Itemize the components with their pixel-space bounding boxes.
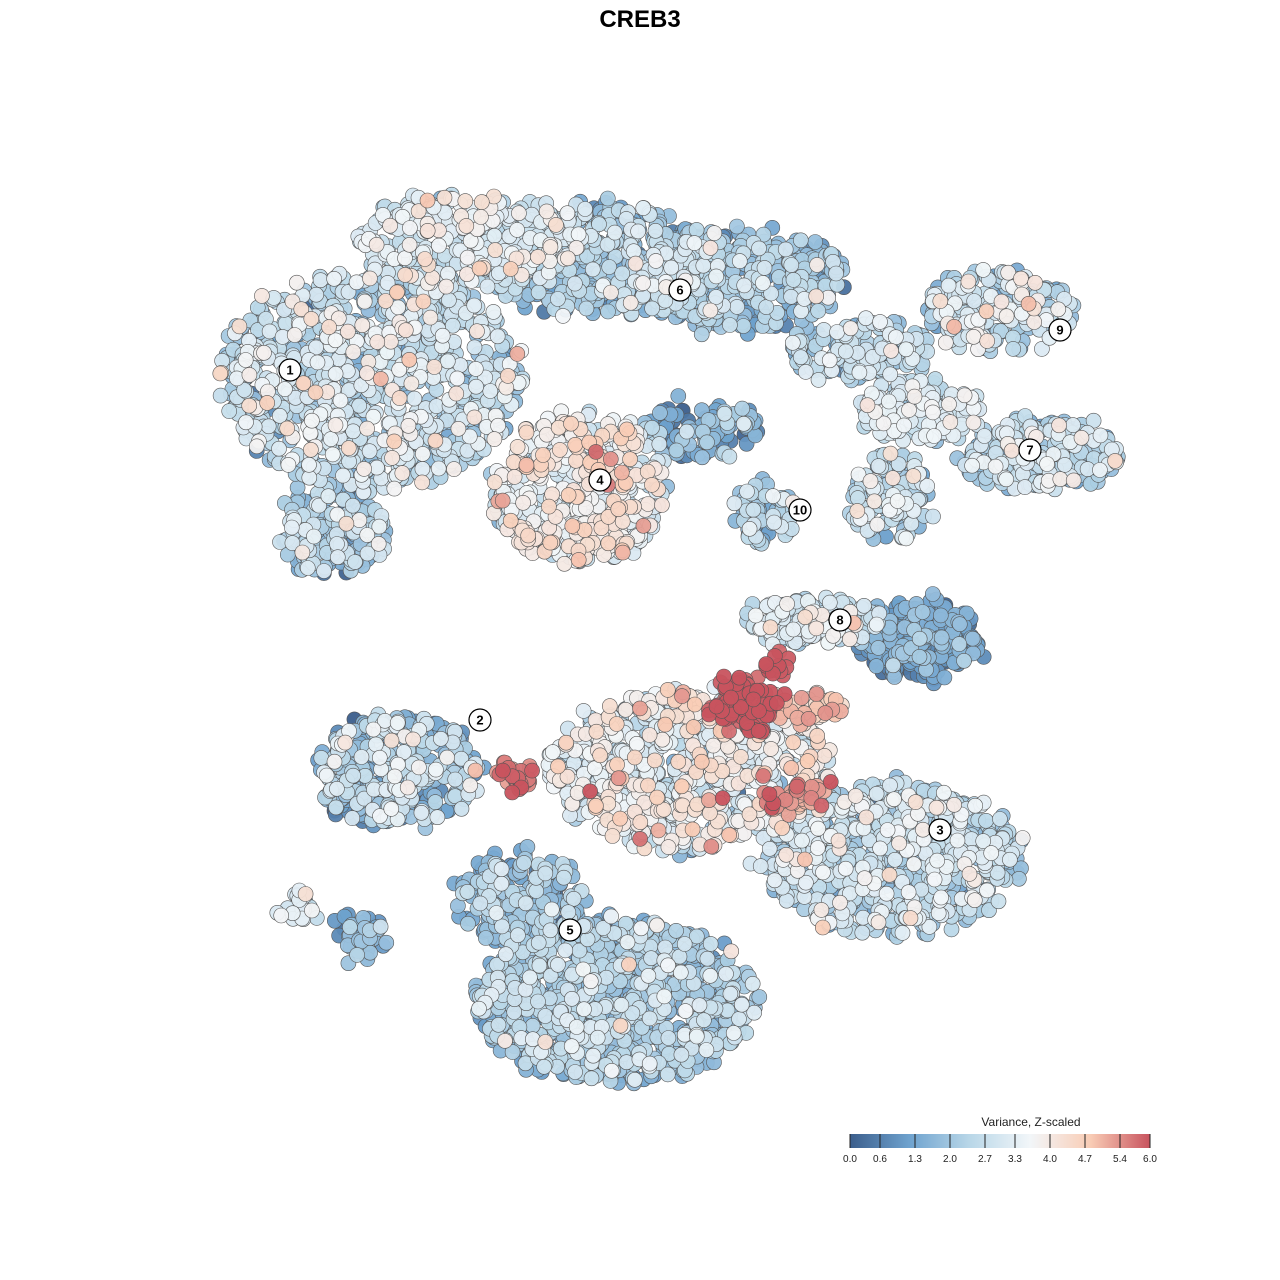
cell-point bbox=[951, 616, 968, 633]
chart-title: CREB3 bbox=[599, 6, 680, 33]
cell-point bbox=[729, 218, 745, 235]
cell-point bbox=[693, 326, 710, 343]
cell-point bbox=[694, 449, 711, 466]
cell-point bbox=[868, 658, 885, 674]
cell-point bbox=[870, 640, 887, 656]
cell-point bbox=[722, 317, 738, 333]
cell-point bbox=[578, 300, 595, 317]
cell-point bbox=[212, 387, 229, 404]
cell-point bbox=[378, 934, 395, 951]
cell-point bbox=[721, 448, 738, 465]
cell-point bbox=[885, 657, 901, 674]
cell-point bbox=[751, 989, 768, 1005]
cell-point bbox=[524, 1018, 541, 1034]
cell-point bbox=[652, 405, 668, 421]
cell-point bbox=[932, 607, 949, 624]
cell-point bbox=[807, 234, 824, 250]
cell-point bbox=[1011, 870, 1027, 887]
cell-point bbox=[328, 799, 344, 816]
cell-point bbox=[427, 794, 444, 810]
cell-point bbox=[951, 636, 968, 652]
cell-point bbox=[490, 1017, 507, 1033]
cell-point bbox=[583, 1070, 600, 1087]
cell-point bbox=[792, 232, 809, 249]
cell-point bbox=[924, 586, 941, 602]
scatter-points bbox=[212, 186, 1126, 1092]
cell-point bbox=[668, 922, 684, 939]
cell-point bbox=[477, 930, 494, 946]
cell-point bbox=[221, 403, 237, 419]
cell-point bbox=[927, 371, 944, 387]
cell-point bbox=[933, 629, 950, 646]
cell-point bbox=[699, 434, 715, 451]
cell-point bbox=[978, 812, 994, 829]
cell-point bbox=[964, 630, 981, 647]
cell-point bbox=[349, 947, 365, 963]
cell-point bbox=[956, 652, 972, 669]
cell-point bbox=[459, 883, 476, 900]
cell-point bbox=[516, 855, 532, 871]
cell-point bbox=[702, 936, 719, 952]
cell-point bbox=[734, 400, 751, 417]
cell-point bbox=[1005, 341, 1022, 357]
cell-point bbox=[460, 915, 476, 932]
cell-point bbox=[810, 303, 827, 319]
cell-point bbox=[600, 303, 616, 320]
cell-point bbox=[758, 299, 775, 315]
cell-point bbox=[911, 648, 928, 665]
cell-point bbox=[936, 669, 953, 686]
cell-point bbox=[688, 222, 705, 238]
cell-point bbox=[342, 919, 358, 935]
cell-point bbox=[555, 869, 572, 886]
cell-point bbox=[528, 883, 545, 899]
cell-point bbox=[313, 750, 330, 766]
cell-point bbox=[735, 318, 752, 334]
cell-point bbox=[668, 442, 685, 459]
cell-point bbox=[911, 630, 928, 647]
cell-point bbox=[614, 265, 631, 282]
cell-point bbox=[670, 388, 687, 404]
cell-point bbox=[914, 604, 931, 620]
cell-point bbox=[599, 190, 616, 207]
cell-point bbox=[785, 272, 802, 288]
cell-point bbox=[601, 259, 618, 275]
